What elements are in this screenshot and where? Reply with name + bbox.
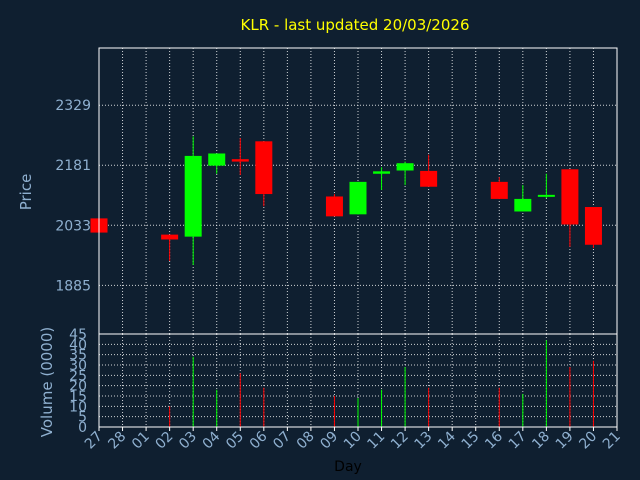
volume-tick-label: 45: [69, 327, 87, 343]
candle-body: [373, 171, 391, 174]
price-gridlines: [99, 48, 617, 334]
volume-bars: [169, 340, 594, 427]
day-axis-ticks: 27 28 01 02 03 04 05 06 07 08 09 10 11 12 13 14 15 16 17 18…: [82, 427, 624, 452]
price-axis-ticks: 1885 2033 2181 2329: [55, 98, 91, 294]
volume-tick-label: 5: [78, 410, 87, 426]
candle-body: [514, 198, 532, 212]
candle-body: [231, 159, 249, 162]
candle-body: [325, 196, 343, 217]
price-tick-label: 2033: [55, 218, 91, 234]
candle-body: [420, 170, 438, 187]
volume-tick-label: 30: [69, 358, 87, 374]
candle-body: [537, 194, 555, 197]
candle-body: [490, 181, 508, 199]
volume-tick-label: 0: [78, 420, 87, 436]
chart-title: KLR - last updated 20/03/2026: [241, 16, 470, 34]
volume-tick-label: 35: [69, 348, 87, 364]
candle-body: [161, 234, 179, 240]
volume-axis-label: Volume (0000): [38, 327, 56, 437]
price-axis-label: Price: [17, 174, 35, 211]
candle-body: [396, 163, 414, 171]
volume-tick-label: 25: [69, 368, 87, 384]
price-tick-label: 2329: [55, 98, 91, 114]
candle-body: [349, 181, 367, 215]
volume-tick-label: 40: [69, 337, 87, 353]
candle-body: [255, 141, 273, 195]
price-candles: [90, 136, 602, 266]
price-tick-label: 1885: [55, 278, 91, 294]
candle-body: [561, 169, 579, 225]
price-tick-label: 2181: [55, 158, 91, 174]
candle-body: [208, 153, 226, 166]
day-axis-label: Day: [334, 459, 362, 475]
volume-tick-label: 10: [69, 399, 87, 415]
candle-body: [184, 155, 202, 237]
volume-tick-label: 15: [69, 389, 87, 405]
candle-body: [584, 207, 602, 245]
volume-tick-label: 20: [69, 379, 87, 395]
